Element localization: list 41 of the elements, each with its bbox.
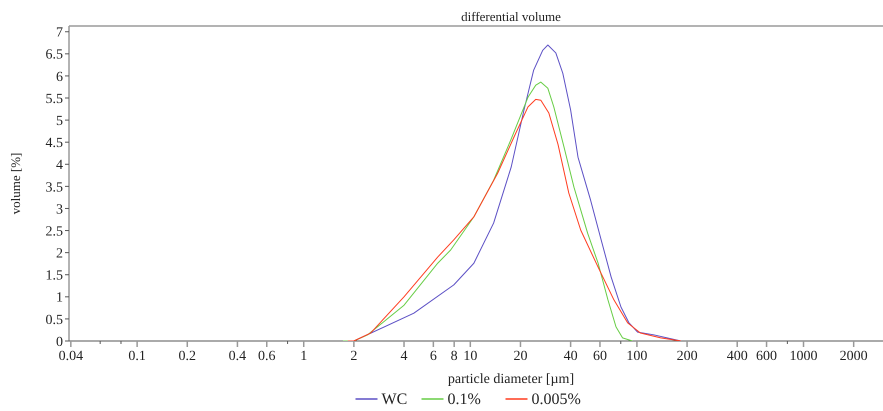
legend-label: 0.005% bbox=[532, 391, 581, 408]
y-tick-label: 4 bbox=[56, 158, 63, 174]
x-tick-label: 0.2 bbox=[178, 349, 196, 364]
x-tick-label: 400 bbox=[726, 349, 748, 364]
x-tick-label: 100 bbox=[626, 349, 648, 364]
y-tick-label: 3.5 bbox=[46, 180, 63, 196]
y-tick-label: 0 bbox=[56, 334, 63, 350]
y-tick-label: 2 bbox=[56, 246, 63, 262]
x-tick-label: 0.04 bbox=[58, 349, 84, 364]
y-tick-label: 1 bbox=[56, 290, 63, 306]
y-tick-label: 1.5 bbox=[46, 268, 63, 284]
y-tick-label: 5 bbox=[56, 114, 63, 129]
x-tick-label: 0.1 bbox=[128, 349, 146, 364]
y-tick-label: 7 bbox=[56, 26, 63, 41]
y-tick-label: 6 bbox=[56, 70, 63, 85]
x-tick-label: 0.6 bbox=[258, 349, 276, 364]
x-tick-label: 2 bbox=[350, 349, 358, 364]
x-tick-label: 40 bbox=[564, 349, 578, 364]
y-tick-label: 0.5 bbox=[46, 312, 63, 328]
x-tick-label: 4 bbox=[400, 349, 408, 364]
y-tick-label: 6.5 bbox=[46, 48, 63, 63]
x-tick-label: 1000 bbox=[790, 349, 818, 364]
x-tick-label: 200 bbox=[676, 349, 698, 364]
x-tick-label: 60 bbox=[592, 349, 607, 364]
x-tick-label: 8 bbox=[450, 349, 458, 364]
x-tick-label: 600 bbox=[756, 349, 778, 364]
chart-title: differential volume bbox=[461, 9, 562, 24]
x-tick-label: 10 bbox=[463, 349, 478, 364]
y-tick-label: 2.5 bbox=[46, 224, 63, 240]
legend-label: WC bbox=[382, 391, 408, 408]
y-tick-label: 5.5 bbox=[46, 92, 63, 107]
x-tick-label: 0.4 bbox=[228, 349, 246, 364]
y-tick-label: 4.5 bbox=[46, 136, 63, 152]
x-tick-label: 1 bbox=[300, 349, 308, 364]
legend-label: 0.1% bbox=[448, 391, 481, 408]
y-axis-title: volume [%] bbox=[8, 152, 23, 214]
y-tick-label: 3 bbox=[56, 202, 63, 218]
x-axis-title: particle diameter [µm] bbox=[448, 372, 574, 387]
x-tick-label: 6 bbox=[430, 349, 437, 364]
x-tick-label: 2000 bbox=[840, 349, 868, 364]
x-tick-label: 20 bbox=[513, 349, 528, 364]
